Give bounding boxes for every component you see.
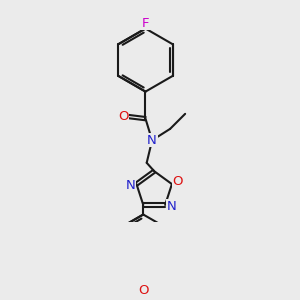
Text: N: N (126, 179, 135, 192)
Text: N: N (166, 200, 176, 213)
Text: N: N (147, 134, 157, 147)
Text: O: O (138, 284, 148, 297)
Text: O: O (173, 175, 183, 188)
Text: O: O (118, 110, 129, 123)
Text: F: F (142, 16, 149, 30)
